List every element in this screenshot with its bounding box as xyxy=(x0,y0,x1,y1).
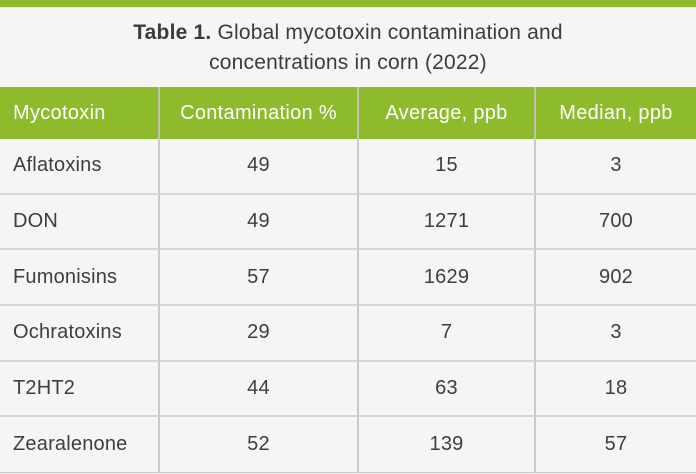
cell-average-ppb: 15 xyxy=(359,139,536,195)
cell-median-ppb: 57 xyxy=(536,417,696,473)
cell-average-ppb: 139 xyxy=(359,417,536,473)
cell-contamination-pct: 49 xyxy=(160,139,359,195)
cell-mycotoxin: Aflatoxins xyxy=(0,139,160,195)
header-average-ppb: Average, ppb xyxy=(359,87,536,139)
cell-contamination-pct: 57 xyxy=(160,250,359,306)
table-row: Fumonisins 57 1629 902 xyxy=(0,250,696,306)
table-title-prefix: Table 1. xyxy=(133,20,212,44)
top-accent-bar xyxy=(0,0,696,8)
table-title: Table 1. Global mycotoxin contamination … xyxy=(0,8,696,87)
cell-mycotoxin: DON xyxy=(0,194,160,251)
table-row: T2HT2 44 63 18 xyxy=(0,361,696,418)
cell-average-ppb: 63 xyxy=(359,361,536,418)
cell-median-ppb: 902 xyxy=(536,250,696,306)
cell-contamination-pct: 44 xyxy=(160,361,359,418)
cell-mycotoxin: T2HT2 xyxy=(0,361,160,418)
table-title-line1: Table 1. Global mycotoxin contamination … xyxy=(133,18,563,48)
table-row: DON 49 1271 700 xyxy=(0,194,696,251)
cell-mycotoxin: Ochratoxins xyxy=(0,305,160,362)
table-header-row: Mycotoxin Contamination % Average, ppb M… xyxy=(0,87,696,139)
cell-average-ppb: 7 xyxy=(359,305,536,362)
table-row: Aflatoxins 49 15 3 xyxy=(0,139,696,195)
cell-contamination-pct: 49 xyxy=(160,194,359,251)
cell-median-ppb: 3 xyxy=(536,139,696,195)
header-contamination-pct: Contamination % xyxy=(160,87,359,139)
cell-median-ppb: 18 xyxy=(536,361,696,418)
cell-median-ppb: 3 xyxy=(536,305,696,362)
cell-median-ppb: 700 xyxy=(536,194,696,251)
cell-contamination-pct: 52 xyxy=(160,417,359,473)
header-median-ppb: Median, ppb xyxy=(536,87,696,139)
cell-average-ppb: 1629 xyxy=(359,250,536,306)
cell-mycotoxin: Zearalenone xyxy=(0,417,160,473)
cell-mycotoxin: Fumonisins xyxy=(0,250,160,306)
table-title-line1-rest: Global mycotoxin contamination and xyxy=(211,20,563,44)
header-mycotoxin: Mycotoxin xyxy=(0,87,160,139)
cell-contamination-pct: 29 xyxy=(160,305,359,362)
table-title-line2: concentrations in corn (2022) xyxy=(209,50,487,74)
table-row: Zearalenone 52 139 57 xyxy=(0,417,696,473)
cell-average-ppb: 1271 xyxy=(359,194,536,251)
table-row: Ochratoxins 29 7 3 xyxy=(0,305,696,362)
